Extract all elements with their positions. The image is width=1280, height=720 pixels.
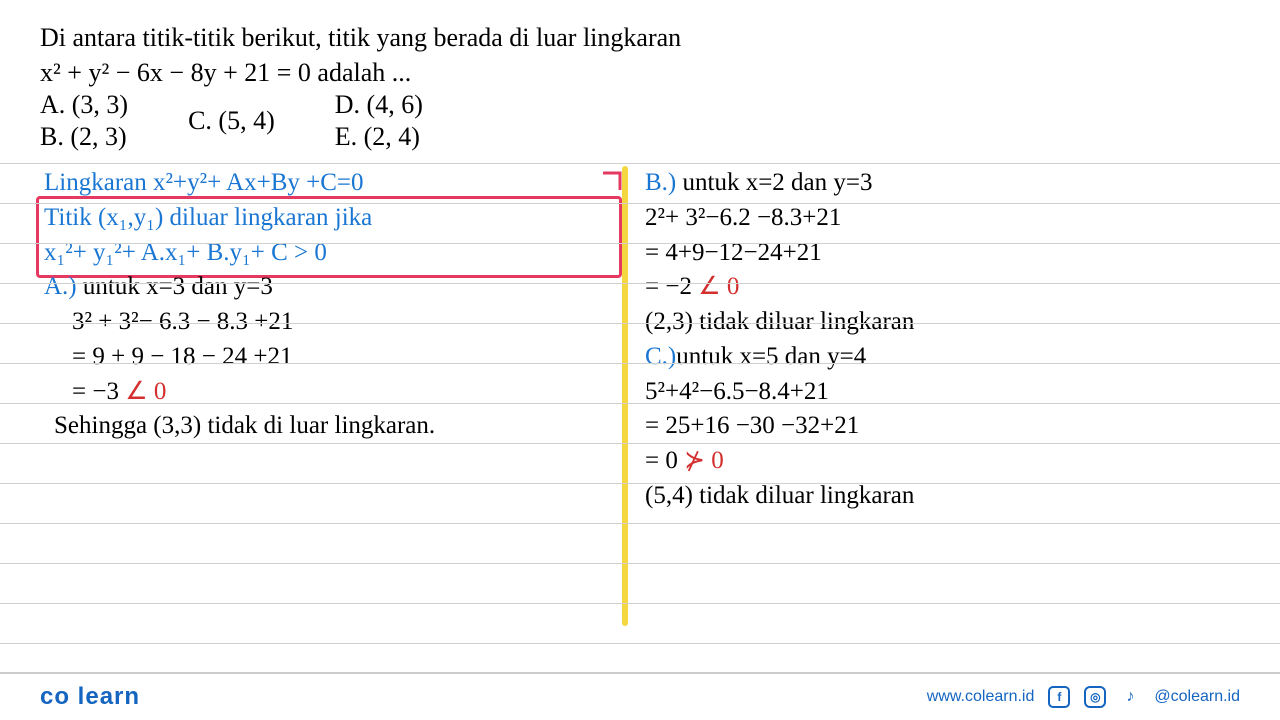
question-equation: x² + y² − 6x − 8y + 21 = 0 adalah ... (40, 58, 1240, 88)
option-e: E. (2, 4) (335, 122, 423, 152)
question-line1: Di antara titik-titik berikut, titik yan… (40, 20, 1240, 56)
instagram-icon: ◎ (1084, 686, 1106, 708)
hw-r9: = 0 ⊁ 0 (645, 444, 1205, 478)
hw-r6: C.)untuk x=5 dan y=4 (645, 340, 1205, 374)
brand-logo: co learn (40, 683, 140, 711)
facebook-icon: f (1048, 686, 1070, 708)
option-a: A. (3, 3) (40, 90, 128, 120)
tiktok-icon: ♪ (1120, 687, 1140, 707)
options: A. (3, 3) B. (2, 3) C. (5, 4) D. (4, 6) … (40, 90, 1240, 152)
hw-r8: = 25+16 −30 −32+21 (645, 409, 1205, 443)
option-b: B. (2, 3) (40, 122, 128, 152)
footer-url: www.colearn.id (927, 688, 1035, 706)
hw-l8: Sehingga (3,3) tidak di luar lingkaran. (44, 409, 604, 443)
hw-r4: = −2 ∠ 0 (645, 270, 1205, 304)
hw-r1: B.) untuk x=2 dan y=3 (645, 166, 1205, 200)
option-c: C. (5, 4) (188, 106, 275, 136)
hw-l6: = 9 + 9 − 18 − 24 +21 (44, 340, 604, 374)
hw-l2: Titik (x₁,y₁) diluar lingkaran jika (44, 201, 604, 235)
column-divider (622, 166, 628, 626)
footer: co learn www.colearn.id f ◎ ♪ @colearn.i… (0, 672, 1280, 720)
arrow-icon (600, 170, 630, 200)
hw-l1: Lingkaran x²+y²+ Ax+By +C=0 (44, 166, 604, 200)
hw-l3: x₁²+ y₁²+ A.x₁+ B.y₁+ C > 0 (44, 236, 604, 270)
footer-handle: @colearn.id (1154, 688, 1240, 706)
option-d: D. (4, 6) (335, 90, 423, 120)
hw-r3: = 4+9−12−24+21 (645, 236, 1205, 270)
hw-l4: A.) untuk x=3 dan y=3 (44, 270, 604, 304)
hw-l5: 3² + 3²− 6.3 − 8.3 +21 (44, 305, 604, 339)
hw-r2: 2²+ 3²−6.2 −8.3+21 (645, 201, 1205, 235)
handwriting-right: B.) untuk x=2 dan y=3 2²+ 3²−6.2 −8.3+21… (645, 166, 1205, 514)
hw-r5: (2,3) tidak diluar lingkaran (645, 305, 1205, 339)
